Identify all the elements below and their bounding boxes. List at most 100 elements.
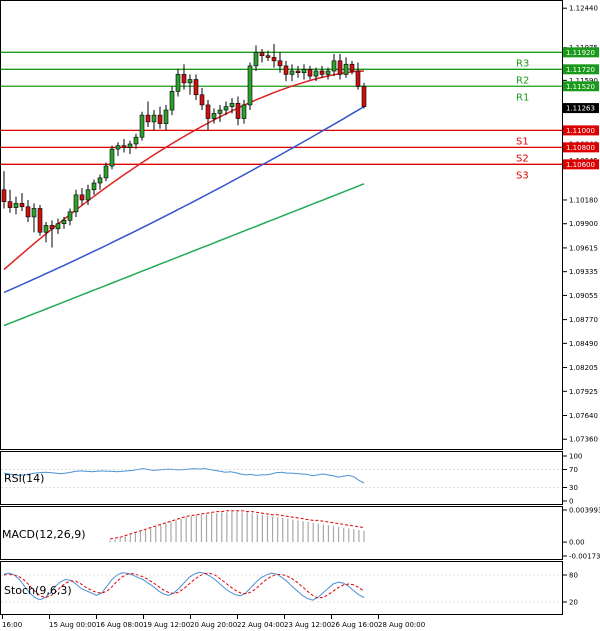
candle-body (343, 63, 349, 75)
candle (193, 74, 199, 100)
candle-body (55, 223, 61, 230)
macd-signal-line (109, 510, 365, 540)
candle-body (31, 208, 37, 218)
candle-body (211, 113, 217, 119)
candles (1, 43, 367, 248)
candle (289, 64, 295, 82)
candle (7, 189, 13, 213)
level-name-r1: R1 (516, 92, 529, 103)
candle-body (217, 109, 223, 114)
time-axis: 16:00 15 Aug 00:00 16 Aug 08:00 19 Aug 12:0… (2, 614, 425, 629)
rsi-panel: RSI(14) (0, 451, 563, 505)
candle-body (241, 104, 247, 119)
candle (325, 67, 331, 80)
candle-body (205, 104, 211, 119)
rsi-line (3, 468, 365, 484)
stoch-panel: Stoch(9,6,3) (0, 561, 563, 615)
candle (253, 45, 259, 71)
candle (313, 67, 319, 82)
candle (151, 110, 157, 131)
price-panel: R3 R2 R1 S1 S2 S3 (0, 0, 563, 450)
candle-body (97, 177, 103, 184)
candle-body (229, 102, 235, 107)
macd-panel: MACD(12,26,9) (0, 506, 563, 560)
candle (217, 104, 223, 122)
candle-body (271, 57, 277, 62)
stoch-signal-line (3, 572, 365, 599)
candle (361, 82, 367, 109)
rsi-tick-label: 100 (569, 453, 582, 461)
price-tick-label: 1.09615 (569, 244, 598, 252)
time-tick-label: 19 Aug 12:00 (143, 621, 190, 629)
candle (181, 64, 187, 90)
candle (97, 174, 103, 190)
macd-axis: 0.003993 0.00 -0.001734 (563, 507, 600, 561)
time-tick-label: 16 Aug 08:00 (96, 621, 143, 629)
time-tick-label: 23 Aug 12:00 (284, 621, 331, 629)
level-price-tag-bg (563, 125, 599, 136)
stoch-tick-label: 80 (569, 572, 578, 580)
candle (223, 101, 229, 116)
candle (31, 203, 37, 233)
candle (109, 145, 115, 170)
candle-body (193, 79, 199, 96)
candle (277, 52, 283, 73)
level-price-tag: 1.11520 (566, 83, 595, 91)
candle (259, 48, 265, 63)
candle-body (223, 106, 229, 111)
ma-line-ma50 (3, 105, 365, 294)
sr-levels: R3 R2 R1 S1 S2 S3 (1, 51, 562, 181)
candle (103, 162, 109, 182)
candle (1, 171, 7, 209)
price-tick-label: 1.08770 (569, 316, 598, 324)
candle (337, 54, 343, 80)
candle (55, 218, 61, 234)
candle (211, 108, 217, 124)
candle (319, 65, 325, 78)
rsi-tick-label: 30 (569, 484, 578, 492)
candle-body (67, 211, 73, 221)
candle-body (199, 94, 205, 106)
candle-body (313, 70, 319, 77)
candle (349, 60, 355, 75)
candle (127, 140, 133, 155)
candle-body (187, 79, 193, 84)
candle (43, 222, 49, 243)
candle-body (259, 52, 265, 57)
candle-body (247, 65, 253, 106)
level-price-tag: 1.11720 (566, 66, 595, 74)
candle (145, 101, 151, 127)
candle-body (331, 60, 337, 72)
candle-body (43, 225, 49, 233)
candle-body (319, 70, 325, 75)
level-price-tag-bg (563, 47, 599, 58)
candle (139, 111, 145, 141)
candle (247, 62, 253, 111)
level-name-s2: S2 (516, 153, 529, 164)
level-price-tag-bg (563, 64, 599, 75)
candle (79, 188, 85, 206)
candle-body (337, 60, 343, 75)
candle (25, 199, 31, 223)
candle-body (121, 145, 127, 148)
candle-body (79, 194, 85, 201)
stoch-tick-label: 20 (569, 599, 578, 607)
time-tick-label: 28 Aug 00:00 (378, 621, 425, 629)
candle (175, 69, 181, 97)
candle-body (235, 102, 241, 119)
candle (301, 64, 307, 80)
candle (121, 138, 127, 153)
candle-body (37, 208, 43, 233)
candle-body (157, 114, 163, 124)
candle (235, 96, 241, 126)
level-price-tag-bg (563, 81, 599, 92)
candle-body (307, 69, 313, 77)
stoch-main-line (3, 571, 365, 601)
candle-body (85, 189, 91, 201)
rsi-tick-label: 0 (569, 498, 573, 506)
level-price-tag: 1.10800 (566, 144, 595, 152)
stoch-panel-frame (0, 561, 563, 615)
candle-body (277, 60, 283, 67)
candle (133, 133, 139, 150)
